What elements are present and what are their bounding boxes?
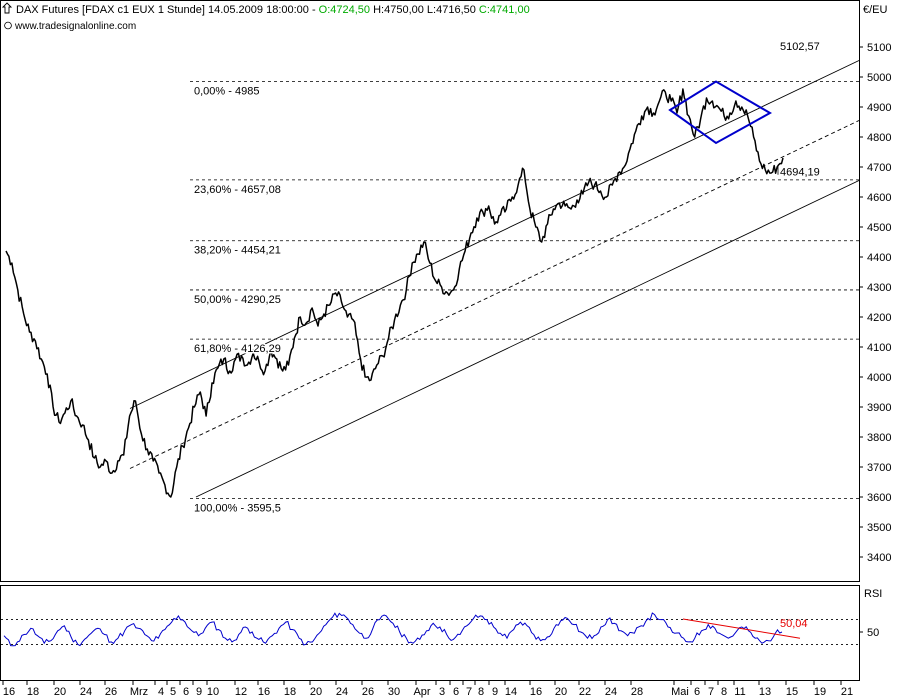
x-tick-label: 18 xyxy=(27,686,39,698)
fib-label: 38,20% - 4454,21 xyxy=(194,245,281,257)
fib-label: 50,00% - 4290,25 xyxy=(194,294,281,306)
date-x-axis: 16 18 20 24 26 Mrz 4 5 6 9 10 12 16 18 20 24 26 30 Apr 3 6 7 8… xyxy=(2,681,853,698)
rsi-title: RSI xyxy=(864,588,882,600)
x-tick-label: Apr xyxy=(413,686,430,698)
y-tick-label: 3500 xyxy=(867,522,891,534)
fib-label: 61,80% - 4126,29 xyxy=(194,343,281,355)
divergence-label: 50,04 xyxy=(780,618,808,630)
channel-upper-line xyxy=(129,60,860,409)
header-tool-icon[interactable] xyxy=(1,2,13,14)
x-tick-label: 20 xyxy=(310,686,322,698)
y-tick-label: 4000 xyxy=(867,372,891,384)
y-tick-label: 3400 xyxy=(867,552,891,564)
diamond-outline xyxy=(668,80,773,145)
fibonacci-labels: 0,00% - 4985 23,60% - 4657,08 38,20% - 445… xyxy=(193,84,283,516)
x-tick-label: 6 xyxy=(183,686,189,698)
price-annotations: 5102,57 4694,19 xyxy=(777,41,820,179)
x-tick-label: 26 xyxy=(362,686,374,698)
y-tick-label: 3700 xyxy=(867,462,891,474)
rsi-y-tick-label: 50 xyxy=(867,627,879,639)
channel-mid-line xyxy=(129,120,860,469)
divergence-line xyxy=(682,618,801,639)
y-tick-label: 3900 xyxy=(867,402,891,414)
rsi-series xyxy=(3,612,783,647)
header-prefix: DAX Futures [FDAX c1 EUX 1 Stunde] 14.05… xyxy=(16,4,319,16)
price-panel-frame xyxy=(0,0,860,582)
website-label: www.tradesignalonline.com xyxy=(14,21,136,32)
y-tick-label: 3800 xyxy=(867,432,891,444)
x-tick-label: 12 xyxy=(235,686,247,698)
x-tick-label: 3 xyxy=(439,686,445,698)
x-tick-label: 30 xyxy=(388,686,400,698)
y-tick-label: 4100 xyxy=(867,342,891,354)
x-tick-label: 16 xyxy=(3,686,15,698)
rsi-divergence: 50,04 xyxy=(682,618,808,639)
x-tick-label: Mai xyxy=(671,686,689,698)
x-tick-label: 4 xyxy=(158,686,164,698)
x-tick-label: 7 xyxy=(466,686,472,698)
rsi-panel-frame xyxy=(0,585,860,681)
x-tick-label: 9 xyxy=(492,686,498,698)
y-tick-label: 4200 xyxy=(867,312,891,324)
x-tick-label: 18 xyxy=(284,686,296,698)
unit-label: €/EU xyxy=(863,4,888,16)
x-tick-label: 6 xyxy=(453,686,459,698)
y-tick-label: 4900 xyxy=(867,102,891,114)
price-series xyxy=(5,88,784,498)
chart-header: DAX Futures [FDAX c1 EUX 1 Stunde] 14.05… xyxy=(16,4,530,16)
x-tick-label: 20 xyxy=(54,686,66,698)
copyright-icon xyxy=(4,21,12,30)
x-tick-label: 24 xyxy=(336,686,348,698)
x-tick-label: Mrz xyxy=(130,686,148,698)
y-tick-label: 5000 xyxy=(867,72,891,84)
fib-label: 23,60% - 4657,08 xyxy=(194,184,281,196)
trend-channel xyxy=(129,60,860,498)
y-tick-label: 4300 xyxy=(867,282,891,294)
x-tick-label: 28 xyxy=(631,686,643,698)
x-tick-label: 26 xyxy=(105,686,117,698)
x-tick-label: 11 xyxy=(734,686,745,698)
x-tick-label: 16 xyxy=(258,686,270,698)
x-tick-label: 8 xyxy=(478,686,484,698)
price-y-axis: 3400 3500 3600 3700 3800 3900 4000 4100 4200 4300… xyxy=(859,42,891,564)
x-tick-label: 22 xyxy=(579,686,591,698)
x-tick-label: 13 xyxy=(759,686,771,698)
diamond-pattern xyxy=(668,80,773,145)
x-tick-label: 24 xyxy=(80,686,92,698)
x-tick-label: 8 xyxy=(721,686,727,698)
fib-label: 100,00% - 3595,5 xyxy=(194,502,281,514)
x-tick-label: 6 xyxy=(694,686,700,698)
channel-lower-line xyxy=(195,180,860,498)
x-tick-label: 16 xyxy=(530,686,542,698)
y-tick-label: 4700 xyxy=(867,162,891,174)
header-open-value: O:4724,50 xyxy=(319,4,370,16)
x-tick-label: 7 xyxy=(708,686,714,698)
y-tick-label: 4800 xyxy=(867,132,891,144)
y-tick-label: 4500 xyxy=(867,222,891,234)
x-tick-label: 5 xyxy=(170,686,176,698)
y-tick-label: 5100 xyxy=(867,42,891,54)
price-annotation: 5102,57 xyxy=(780,41,820,53)
y-tick-label: 4400 xyxy=(867,252,891,264)
price-annotation: 4694,19 xyxy=(780,167,820,179)
x-tick-label: 14 xyxy=(505,686,517,698)
y-tick-label: 3600 xyxy=(867,492,891,504)
rsi-line xyxy=(3,612,783,647)
x-tick-label: 21 xyxy=(841,686,853,698)
rsi-bands xyxy=(1,619,859,645)
rsi-y-axis: RSI 50 xyxy=(859,588,882,639)
x-tick-label: 24 xyxy=(605,686,617,698)
x-tick-label: 19 xyxy=(814,686,826,698)
y-tick-label: 4600 xyxy=(867,192,891,204)
header-close-value: C:4741,00 xyxy=(479,4,530,16)
x-tick-label: 15 xyxy=(786,686,798,698)
header-high-low: H:4750,00 L:4716,50 xyxy=(370,4,479,16)
fib-label: 0,00% - 4985 xyxy=(194,86,259,98)
x-tick-label: 10 xyxy=(207,686,219,698)
x-tick-label: 20 xyxy=(555,686,567,698)
x-tick-label: 9 xyxy=(196,686,202,698)
price-line xyxy=(5,88,784,498)
